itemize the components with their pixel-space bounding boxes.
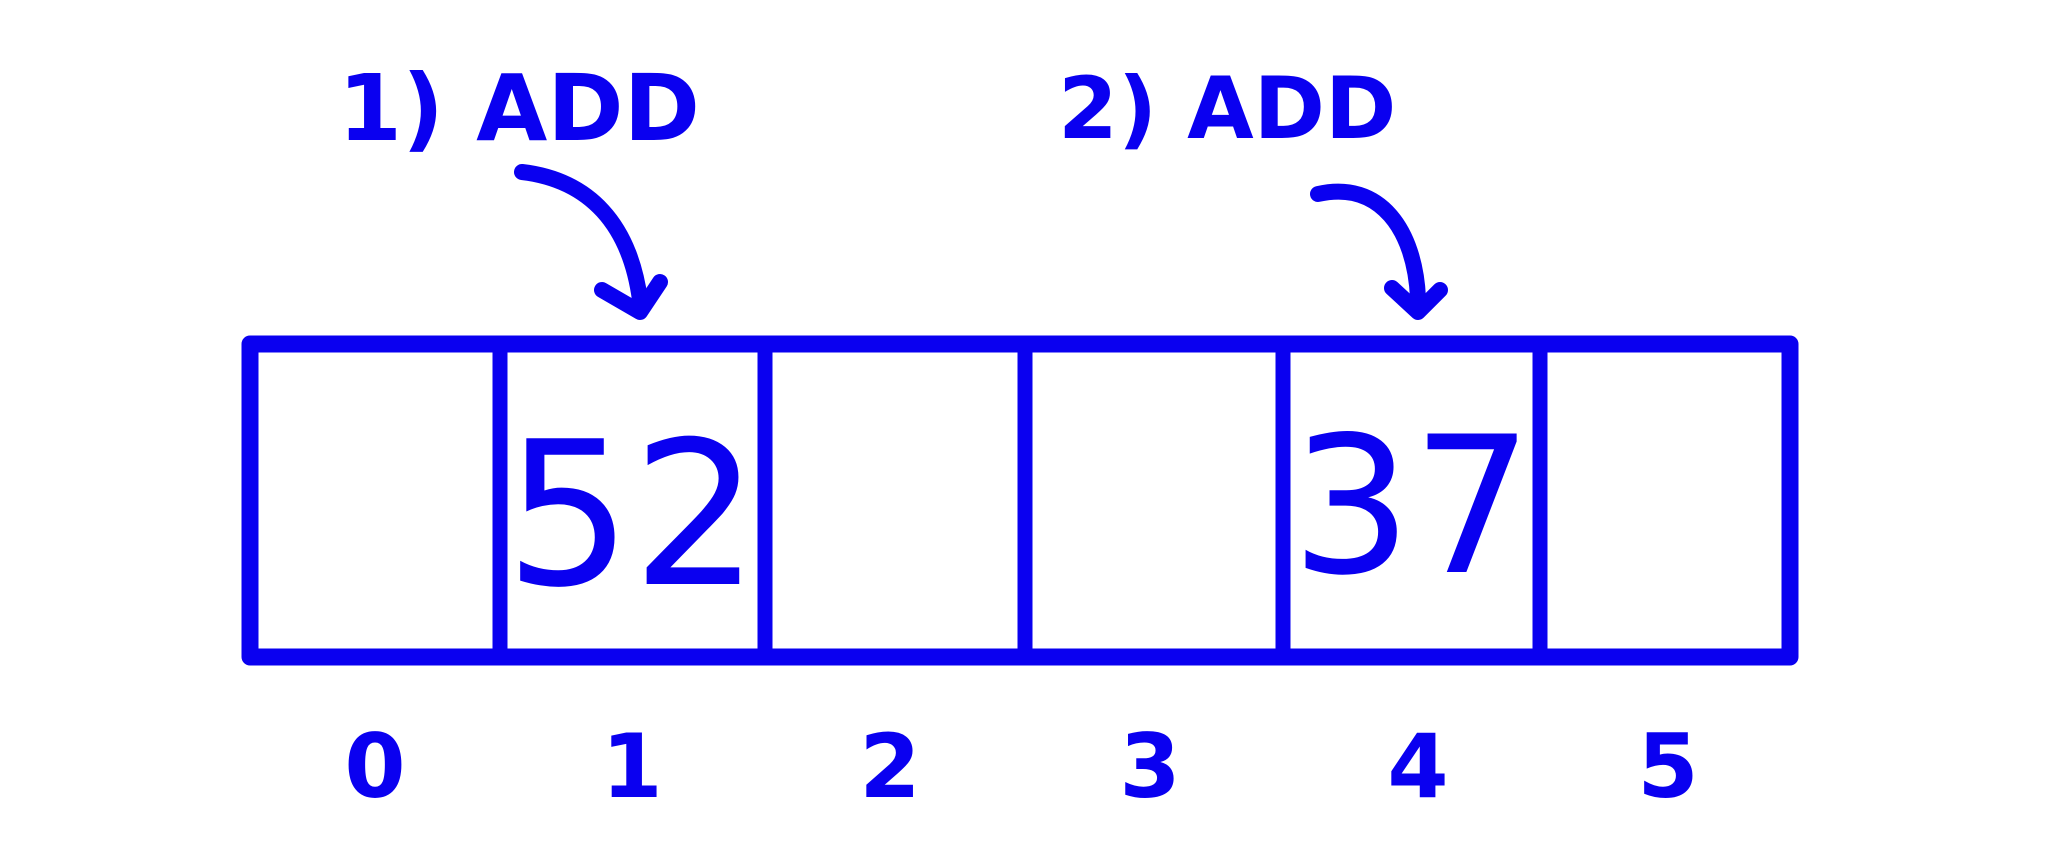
index-labels: 0 1 2 3 4 5 [344, 715, 1698, 818]
array-cell-value: 37 [1291, 396, 1533, 617]
array-index-label: 0 [344, 715, 405, 818]
array-index-label: 3 [1119, 715, 1180, 818]
cell-values: 52 37 [505, 396, 1533, 632]
annotation-label: 1) ADD [338, 55, 700, 162]
arrow-icon [514, 164, 668, 320]
cell-dividers [492, 336, 1548, 665]
array-cell-value: 52 [505, 399, 760, 632]
array-index-label: 2 [859, 715, 920, 818]
arrow-icon [1310, 183, 1448, 320]
array-index-label: 5 [1637, 715, 1698, 818]
annotation-label: 2) ADD [1058, 59, 1396, 159]
array-index-label: 1 [601, 715, 662, 818]
array-index-label: 4 [1387, 715, 1448, 818]
